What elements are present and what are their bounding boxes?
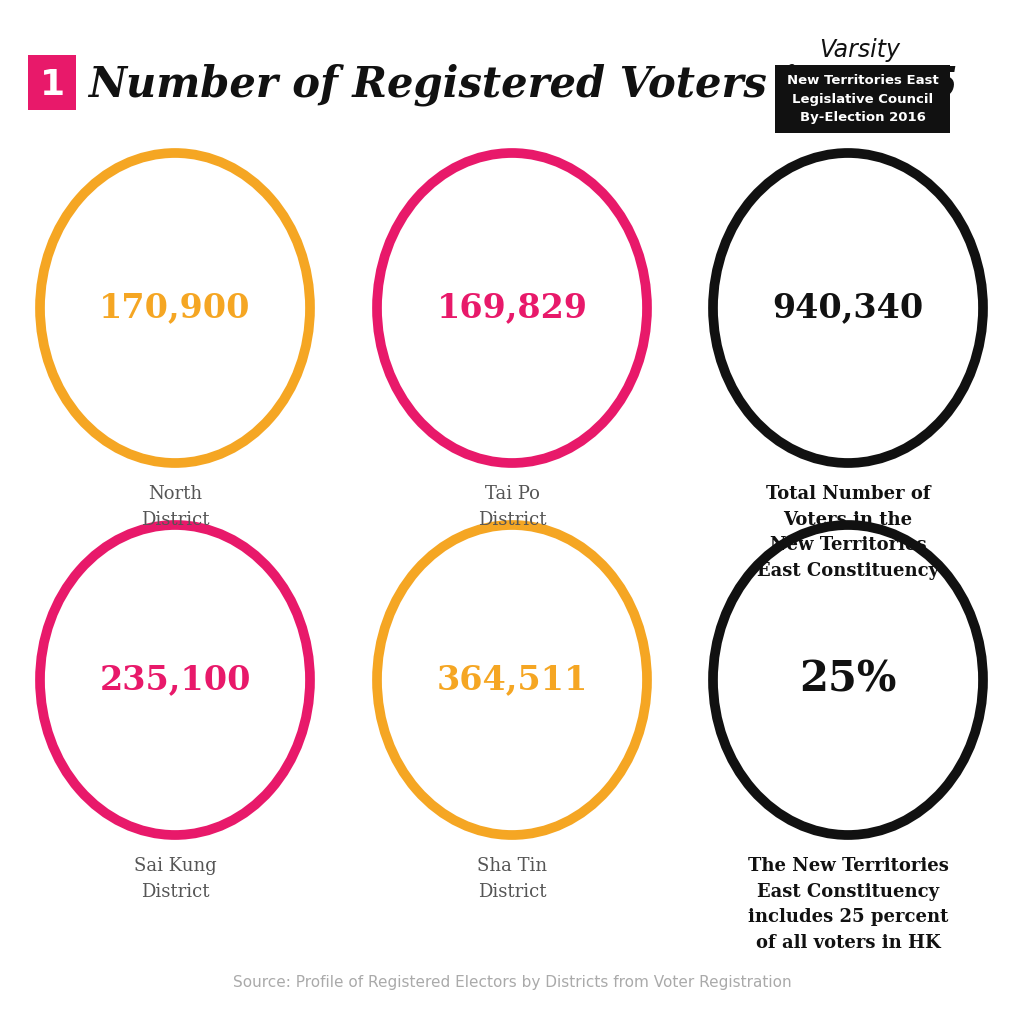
Text: Sha Tin
District: Sha Tin District [477, 857, 547, 901]
Text: 25%: 25% [800, 659, 897, 701]
Text: 940,340: 940,340 [772, 292, 924, 325]
Text: 169,829: 169,829 [436, 292, 588, 325]
Text: The New Territories
East Constituency
includes 25 percent
of all voters in HK: The New Territories East Constituency in… [748, 857, 948, 952]
Text: 235,100: 235,100 [99, 664, 251, 696]
Text: Number of Registered Voters in 2015: Number of Registered Voters in 2015 [88, 63, 957, 106]
Text: 170,900: 170,900 [99, 292, 251, 325]
Text: North
District: North District [140, 485, 209, 528]
Text: Tai Po
District: Tai Po District [478, 485, 546, 528]
FancyBboxPatch shape [775, 65, 950, 133]
Text: 1: 1 [40, 68, 65, 102]
Text: Total Number of
Voters in the
New Territories
East Constituency: Total Number of Voters in the New Territ… [757, 485, 939, 581]
Text: Varsity: Varsity [819, 38, 900, 62]
Text: 364,511: 364,511 [436, 664, 588, 696]
FancyBboxPatch shape [28, 55, 76, 110]
Text: Source: Profile of Registered Electors by Districts from Voter Registration: Source: Profile of Registered Electors b… [232, 975, 792, 990]
Text: Sai Kung
District: Sai Kung District [133, 857, 216, 901]
Text: New Territories East
Legislative Council
By-Election 2016: New Territories East Legislative Council… [786, 74, 938, 125]
